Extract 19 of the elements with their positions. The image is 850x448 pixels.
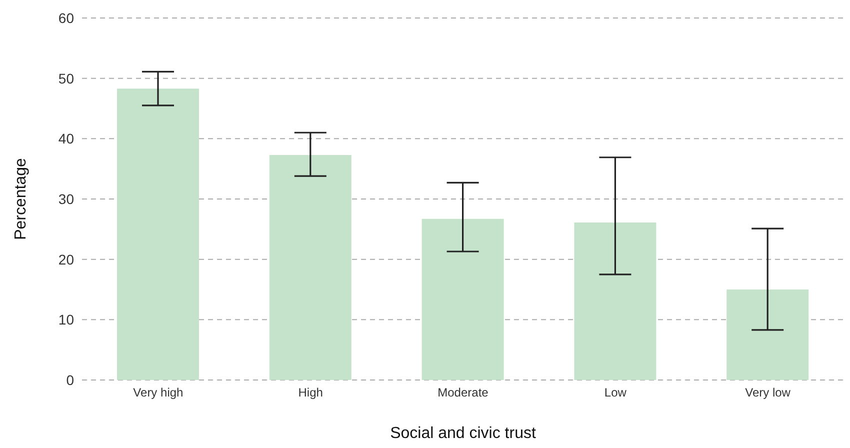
y-tick-label: 10 (58, 312, 74, 328)
x-tick-label: Low (604, 386, 627, 400)
y-tick-label: 30 (58, 190, 74, 207)
y-tick-label: 60 (58, 10, 74, 26)
x-axis-title: Social and civic trust (390, 425, 536, 442)
y-tick-label: 20 (58, 251, 74, 268)
bar (726, 290, 809, 380)
x-tick-label: Very low (745, 386, 791, 400)
y-tick-label: 40 (58, 130, 74, 147)
y-tick-label: 0 (66, 372, 74, 388)
y-tick-label: 50 (58, 70, 74, 86)
bar (574, 222, 656, 380)
bar (117, 88, 199, 380)
x-tick-label: Moderate (438, 386, 489, 400)
x-tick-label: Very high (133, 386, 184, 400)
bar (269, 154, 352, 380)
y-axis-title: Percentage (12, 158, 30, 240)
x-tick-label: High (298, 386, 323, 400)
bar (422, 218, 504, 380)
